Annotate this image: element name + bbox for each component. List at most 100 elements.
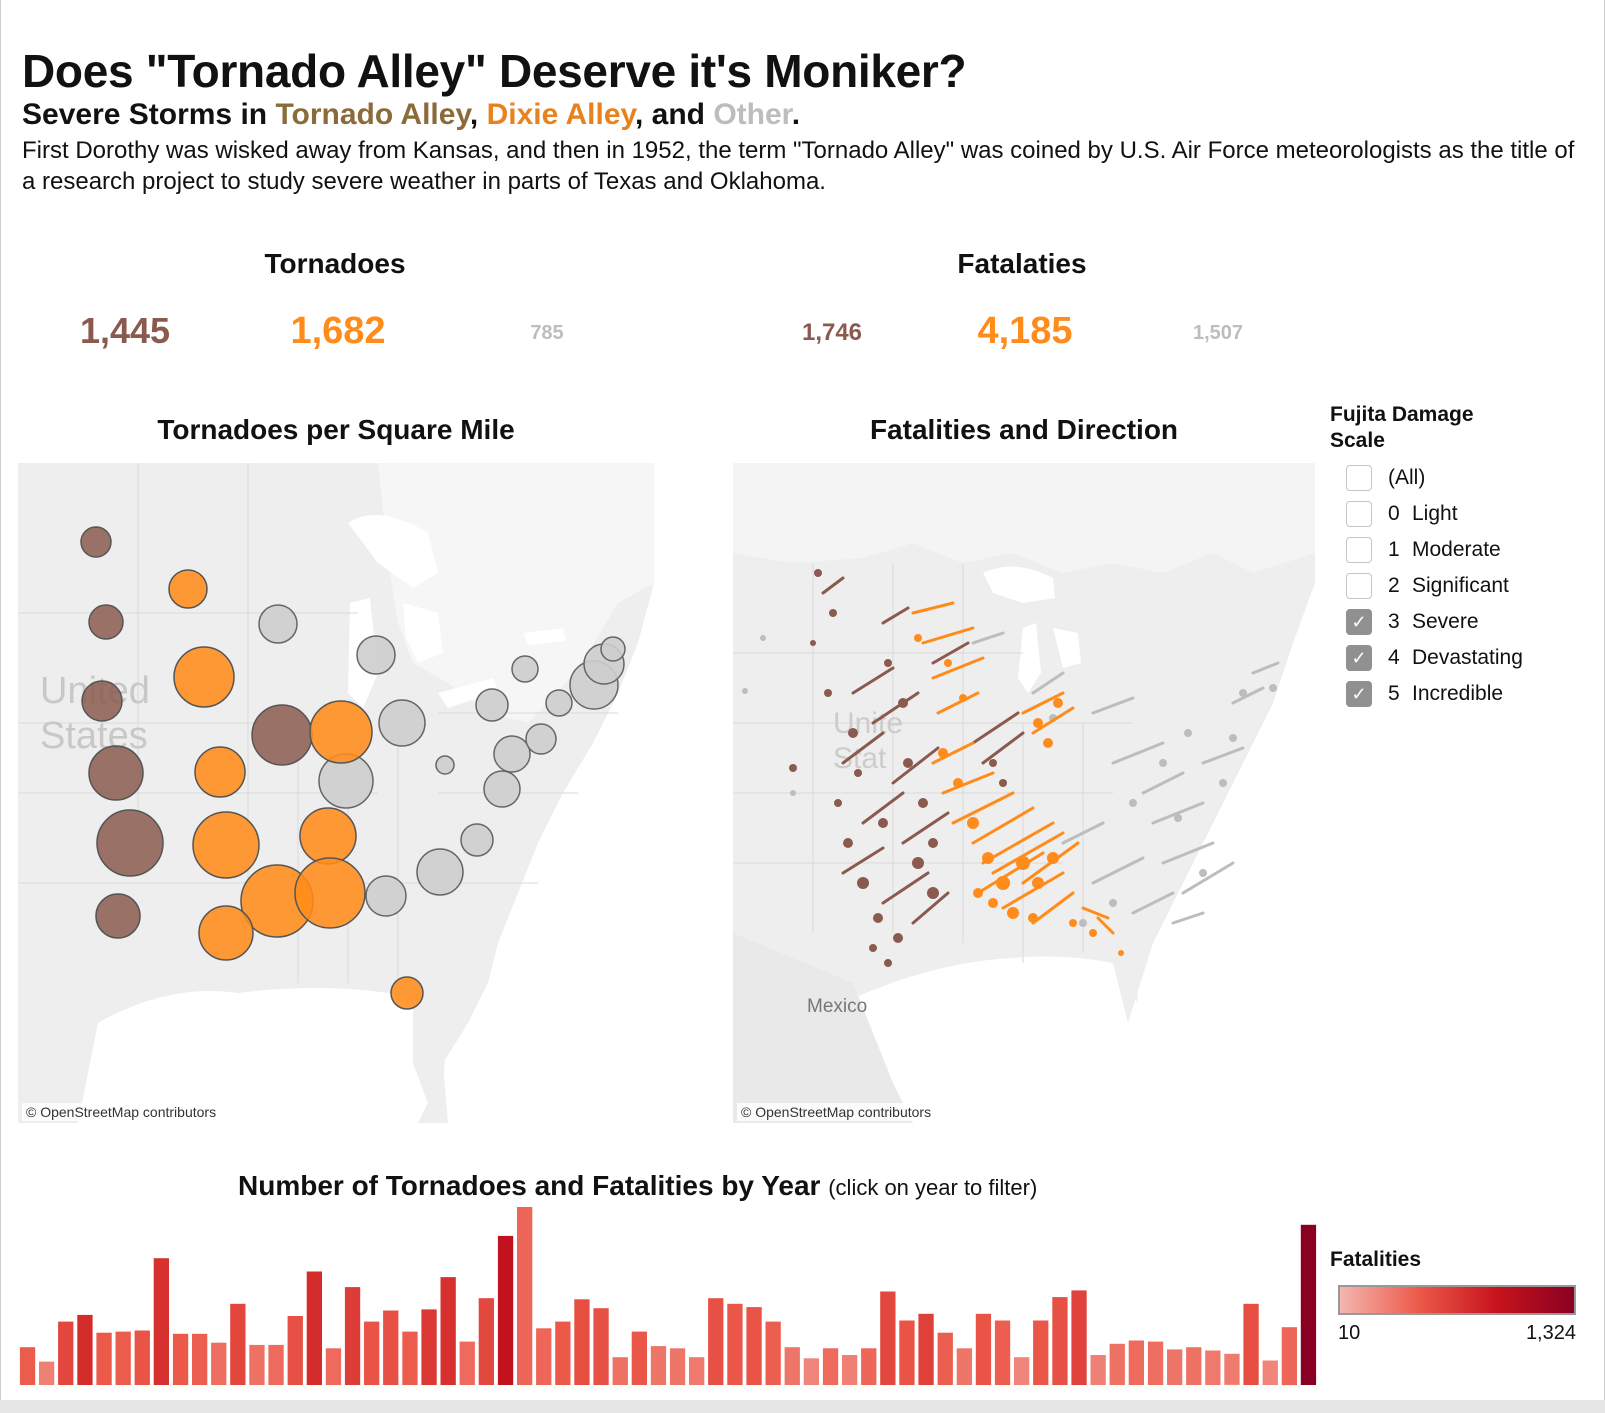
points-dixie-alley[interactable] [914,634,1124,956]
year-bar[interactable] [842,1355,858,1385]
year-bar[interactable] [96,1332,112,1385]
year-bar[interactable] [344,1287,361,1385]
year-bar[interactable] [192,1333,208,1385]
bubble-o-11[interactable] [483,770,521,808]
year-bar[interactable] [1071,1290,1087,1385]
fujita-option-5[interactable]: ✓ 5 Incredible [1346,676,1590,712]
year-bar[interactable] [287,1316,303,1385]
year-bar[interactable] [1243,1303,1259,1385]
year-bar[interactable] [134,1330,150,1386]
year-bar[interactable] [58,1321,74,1385]
fujita-checkbox[interactable] [1346,537,1372,563]
year-bar[interactable] [536,1328,552,1385]
year-bar[interactable] [956,1348,972,1385]
points-tornado-alley[interactable] [789,569,1007,967]
year-bar[interactable] [211,1342,227,1385]
year-bar[interactable] [937,1332,953,1385]
year-bar[interactable] [459,1341,475,1385]
tracks-dixie-alley[interactable] [911,601,1115,935]
bubble-o-9[interactable] [511,655,539,683]
year-bar[interactable] [708,1298,724,1385]
bubble-o-14[interactable] [365,875,407,917]
year-bar[interactable] [1128,1340,1144,1386]
fujita-checkbox[interactable]: ✓ [1346,609,1372,635]
year-bar[interactable] [115,1331,131,1385]
year-bar[interactable] [172,1333,189,1385]
points-other[interactable] [742,635,1277,927]
bubble-ta-3[interactable] [81,680,123,722]
year-bar[interactable] [631,1331,647,1385]
year-bar[interactable] [1167,1349,1183,1385]
fujita-option-4[interactable]: ✓ 4 Devastating [1346,640,1590,676]
year-bar[interactable] [402,1331,418,1385]
year-bar[interactable] [1262,1360,1278,1386]
year-bar[interactable] [249,1344,265,1385]
kpi-tornadoes-tornado-alley[interactable]: 1,445 [79,310,171,351]
fujita-option-1[interactable]: 1 Moderate [1346,532,1590,568]
map-tornadoes-per-square-mile[interactable]: United States [18,463,654,1123]
year-bar[interactable] [880,1291,896,1386]
year-bar[interactable] [1033,1320,1049,1386]
year-bar[interactable] [727,1303,743,1385]
bubble-o-6[interactable] [475,688,509,722]
year-bar[interactable] [765,1321,781,1385]
year-bar[interactable] [19,1347,36,1385]
kpi-tornadoes-dixie-alley[interactable]: 1,682 [290,310,386,352]
bubble-da-3[interactable] [194,746,246,798]
year-bar[interactable] [975,1313,992,1385]
bubble-o-12[interactable] [460,823,494,857]
bubble-o-1[interactable] [258,604,298,644]
bubble-ta-5[interactable] [96,809,164,877]
year-bar[interactable] [555,1321,571,1385]
year-bar[interactable] [899,1320,915,1386]
tracks-tornado-alley[interactable] [821,576,1025,925]
year-bar[interactable] [784,1347,800,1385]
year-bar[interactable] [268,1344,284,1385]
kpi-fatalities-tornado-alley[interactable]: 1,746 [801,319,863,346]
bubble-da-4[interactable] [309,700,373,764]
yearly-bar-chart[interactable] [18,1205,1318,1387]
year-bar[interactable] [306,1271,322,1386]
year-bar[interactable] [822,1348,839,1385]
year-bar[interactable] [746,1307,762,1385]
map-left-credit[interactable]: © OpenStreetMap contributors [22,1103,221,1121]
year-bar[interactable] [1281,1327,1297,1386]
bottom-scroll-bar[interactable] [0,1400,1605,1413]
year-bar[interactable] [612,1357,628,1385]
year-bar[interactable] [918,1313,934,1385]
bubble-o-10[interactable] [545,689,573,717]
year-bar[interactable] [650,1346,667,1385]
fujita-checkbox[interactable]: ✓ [1346,645,1372,671]
fujita-option-2[interactable]: 2 Significant [1346,568,1590,604]
year-bar[interactable] [230,1303,246,1385]
year-bar[interactable] [325,1348,342,1385]
bubble-da-1[interactable] [168,569,208,609]
year-bar[interactable] [39,1361,55,1385]
fujita-checkbox[interactable] [1346,501,1372,527]
bubble-o-8[interactable] [525,723,557,755]
kpi-fatalities-dixie-alley[interactable]: 4,185 [977,310,1073,352]
fujita-checkbox[interactable] [1346,465,1372,491]
bubble-da-9[interactable] [198,905,254,961]
bubbles-tornado-alley[interactable] [80,526,313,939]
year-bar[interactable] [1147,1341,1164,1385]
bubble-da-2[interactable] [173,646,235,708]
bubble-o-5[interactable] [435,755,455,775]
tracks-other[interactable] [971,631,1280,925]
year-bar[interactable] [861,1348,877,1385]
bubble-o-2[interactable] [356,635,396,675]
fujita-checkbox[interactable] [1346,573,1372,599]
year-bar[interactable] [593,1308,609,1385]
bubble-o-13[interactable] [416,848,464,896]
bubble-da-5[interactable] [192,811,260,879]
bubble-ta-7[interactable] [251,704,313,766]
year-bar[interactable] [1109,1343,1125,1385]
bubble-ta-2[interactable] [88,604,124,640]
year-bar[interactable] [1186,1347,1202,1385]
bubble-o-7[interactable] [493,735,531,773]
year-bar[interactable] [669,1348,686,1385]
fujita-option-all[interactable]: (All) [1346,460,1590,496]
year-bar[interactable] [478,1298,494,1385]
year-bar[interactable] [574,1299,590,1385]
bubble-o-3[interactable] [378,699,426,747]
